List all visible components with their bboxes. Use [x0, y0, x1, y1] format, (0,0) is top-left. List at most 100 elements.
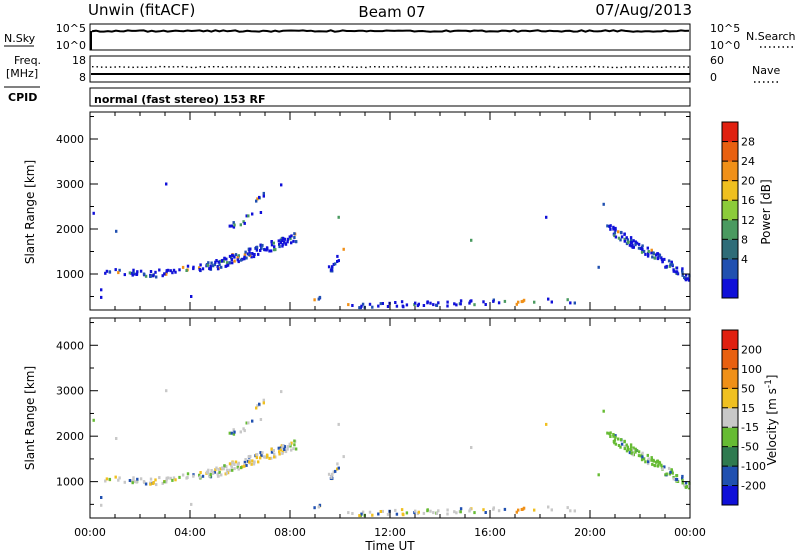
velocity-point — [278, 450, 281, 454]
velocity-point — [228, 468, 231, 472]
velocity-ytick-label: 4000 — [56, 339, 84, 352]
power-point — [139, 269, 143, 273]
velocity-point — [248, 458, 251, 462]
velocity-point — [641, 451, 644, 455]
velocity-point — [313, 506, 316, 510]
velocity-point — [277, 446, 280, 450]
velocity-point — [152, 482, 155, 485]
velocity-point — [671, 470, 674, 474]
power-point — [550, 300, 553, 304]
power-point — [217, 260, 220, 264]
velocity-point — [268, 456, 271, 460]
power-point — [358, 306, 361, 310]
velocity-point — [245, 463, 248, 467]
velocity-point — [545, 422, 548, 426]
velocity-point — [256, 404, 259, 408]
power-point — [92, 211, 95, 215]
power-point — [192, 267, 195, 271]
velocity-point — [259, 456, 262, 460]
nsearch-label: N.Search — [746, 30, 796, 43]
velocity-point — [281, 451, 284, 455]
velocity-point — [136, 477, 139, 481]
power-point — [417, 302, 420, 306]
velocity-point — [149, 477, 153, 481]
power-point — [360, 304, 363, 308]
power-point — [123, 273, 126, 277]
power-point — [459, 299, 463, 303]
velocity-point — [656, 464, 660, 468]
power-point — [233, 259, 236, 263]
power-point — [152, 274, 155, 278]
velocity-point — [672, 477, 675, 481]
power-point — [651, 255, 654, 259]
power-ytick-label: 1000 — [56, 268, 84, 281]
power-point — [100, 288, 103, 292]
velocity-point — [108, 477, 111, 481]
velocity-point — [606, 431, 609, 435]
velocity-point — [251, 459, 254, 463]
velocity-point — [247, 455, 251, 458]
power-colorbar: 28 24 20 16 12 8 4 — [721, 121, 755, 299]
power-point — [614, 228, 617, 232]
power-point — [259, 249, 262, 252]
nave-label: Nave — [752, 64, 780, 77]
power-point — [293, 236, 296, 239]
power-point — [172, 268, 176, 272]
velocity-point — [455, 511, 458, 515]
power-point — [688, 274, 691, 278]
power-point — [334, 262, 337, 266]
power-point — [492, 299, 495, 303]
velocity-point — [623, 445, 626, 449]
power-point — [222, 259, 225, 263]
velocity-point — [294, 447, 298, 451]
velocity-point — [215, 466, 218, 470]
power-point — [270, 243, 274, 247]
velocity-point — [651, 462, 654, 466]
velocity-point — [632, 446, 635, 450]
power-point — [132, 271, 135, 275]
power-point — [637, 246, 641, 250]
velocity-point — [400, 508, 404, 512]
power-colorbar-segment — [722, 141, 738, 162]
velocity-point — [317, 505, 320, 509]
power-point — [317, 297, 320, 301]
power-colorbar-segment — [722, 122, 738, 143]
velocity-point — [368, 510, 372, 514]
velocity-point — [270, 456, 273, 460]
power-point — [675, 270, 679, 274]
velocity-point — [650, 458, 653, 462]
velocity-point — [206, 471, 209, 475]
velocity-point — [174, 478, 177, 482]
velocity-point — [213, 470, 216, 474]
velocity-point — [208, 474, 211, 478]
power-point — [255, 199, 258, 203]
power-point — [613, 231, 617, 235]
velocity-point — [255, 406, 258, 410]
power-point — [647, 250, 650, 253]
nsky-tick-bottom: 10^0 — [56, 39, 86, 52]
power-point — [114, 268, 117, 272]
velocity-point — [547, 505, 550, 509]
velocity-point — [674, 477, 677, 481]
power-point — [243, 257, 246, 261]
velocity-point — [681, 478, 684, 482]
velocity-point — [237, 461, 240, 465]
velocity-colorbar-segment — [722, 368, 738, 389]
velocity-point — [386, 512, 390, 516]
velocity-point — [653, 464, 656, 468]
power-point — [628, 243, 632, 247]
power-point — [262, 191, 265, 195]
velocity-point — [288, 442, 291, 446]
velocity-point — [602, 409, 605, 413]
power-point — [231, 261, 234, 265]
power-point — [547, 297, 550, 301]
power-point — [207, 261, 210, 265]
velocity-point — [435, 511, 439, 515]
velocity-colorbar-segment — [722, 330, 738, 350]
velocity-point — [625, 449, 629, 453]
power-point — [273, 245, 276, 249]
power-point — [656, 252, 659, 256]
velocity-point — [261, 451, 264, 455]
date-title: 07/Aug/2013 — [595, 1, 692, 19]
velocity-point — [647, 457, 650, 461]
